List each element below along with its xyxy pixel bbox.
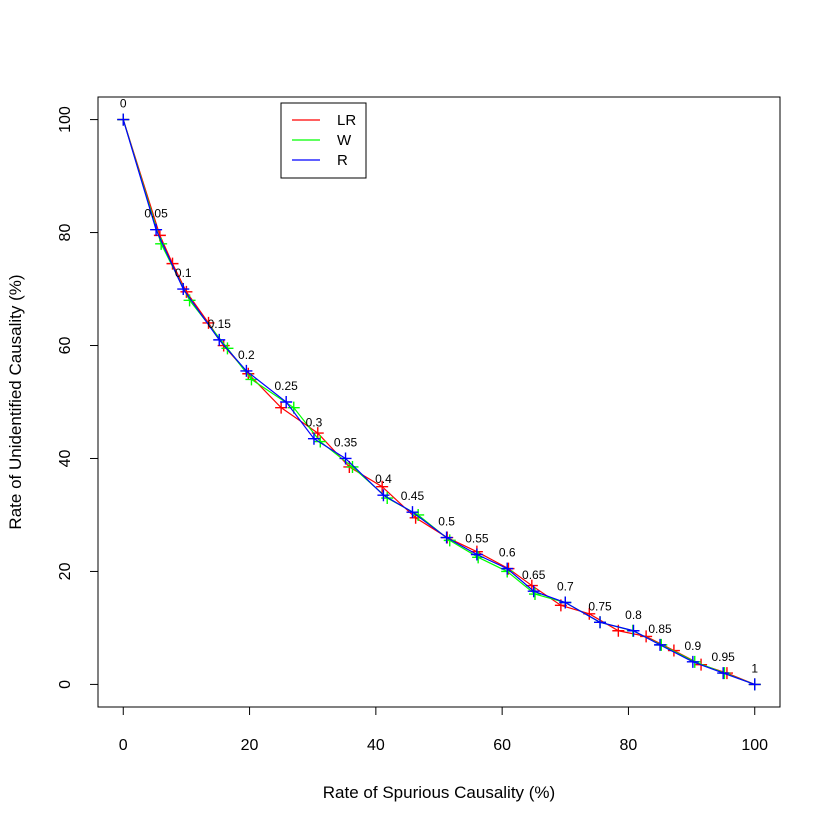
marker-lr bbox=[180, 285, 193, 298]
threshold-label: 0.35 bbox=[334, 435, 358, 449]
y-axis: 0 20 40 60 80 100 bbox=[57, 106, 99, 689]
threshold-label: 0.5 bbox=[438, 515, 455, 529]
threshold-label: 0.9 bbox=[685, 639, 702, 653]
y-tick-label: 60 bbox=[57, 337, 74, 355]
threshold-label: 0.75 bbox=[588, 599, 612, 613]
x-tick-label: 40 bbox=[367, 737, 385, 754]
marker-r bbox=[280, 396, 293, 408]
threshold-label: 0.85 bbox=[648, 622, 672, 636]
x-axis: 0 20 40 60 80 100 bbox=[119, 706, 768, 754]
marker-r bbox=[377, 489, 390, 502]
threshold-label: 0 bbox=[120, 97, 127, 111]
marker-lr bbox=[640, 630, 653, 643]
marker-r bbox=[406, 506, 419, 519]
marker-r bbox=[686, 655, 699, 668]
legend-label-lr: LR bbox=[337, 112, 356, 129]
threshold-label: 0.05 bbox=[144, 207, 168, 221]
threshold-label: 0.65 bbox=[522, 568, 546, 582]
series-line-r bbox=[122, 119, 755, 685]
threshold-label: 0.8 bbox=[625, 608, 642, 622]
y-tick-label: 80 bbox=[57, 224, 74, 242]
x-tick-label: 100 bbox=[741, 737, 768, 754]
marker-r bbox=[213, 333, 226, 346]
marker-r bbox=[177, 283, 190, 296]
marker-r bbox=[339, 452, 352, 465]
x-tick-label: 20 bbox=[241, 737, 259, 754]
threshold-labels: 0 0.05 0.1 0.15 0.2 0.25 0.3 0.35 0.4 0.45 0.5 0.55… bbox=[120, 97, 758, 676]
legend-label-r: R bbox=[337, 152, 348, 169]
marker-w bbox=[443, 534, 456, 547]
threshold-label: 0.6 bbox=[499, 546, 516, 560]
y-tick-label: 40 bbox=[57, 449, 74, 467]
marker-r bbox=[748, 678, 761, 691]
marker-lr bbox=[242, 367, 255, 380]
marker-lr bbox=[275, 401, 288, 414]
threshold-label: 0.1 bbox=[175, 266, 192, 280]
marker-w bbox=[346, 460, 359, 473]
x-tick-label: 60 bbox=[493, 737, 511, 754]
legend: LR W R bbox=[280, 102, 367, 179]
marker-r bbox=[117, 113, 130, 126]
series-line-lr bbox=[122, 119, 755, 685]
marker-r bbox=[501, 562, 514, 575]
threshold-label: 0.25 bbox=[275, 379, 299, 393]
threshold-label: 0.4 bbox=[375, 472, 392, 486]
threshold-label: 0.55 bbox=[465, 532, 489, 546]
marker-w bbox=[314, 435, 327, 448]
y-axis-title: Rate of Unidentified Causality (%) bbox=[6, 274, 25, 529]
marker-r bbox=[470, 548, 483, 561]
x-axis-title: Rate of Spurious Causality (%) bbox=[323, 783, 555, 802]
threshold-label: 1 bbox=[751, 661, 758, 675]
threshold-label: 0.15 bbox=[208, 317, 232, 331]
marker-r bbox=[559, 596, 572, 609]
marker-lr bbox=[376, 480, 389, 493]
marker-r bbox=[654, 638, 667, 651]
marker-lr bbox=[202, 316, 215, 329]
series-line-w bbox=[122, 119, 755, 685]
threshold-label: 0.7 bbox=[557, 580, 574, 594]
marker-r bbox=[594, 616, 607, 629]
marker-w bbox=[528, 588, 541, 601]
y-tick-label: 100 bbox=[57, 106, 74, 133]
marker-w bbox=[221, 342, 234, 355]
marker-r bbox=[627, 624, 640, 637]
x-tick-label: 80 bbox=[620, 737, 638, 754]
legend-label-w: W bbox=[337, 132, 352, 149]
threshold-label: 0.3 bbox=[306, 416, 323, 430]
x-tick-label: 0 bbox=[119, 737, 128, 754]
marker-r bbox=[527, 585, 540, 598]
marker-r bbox=[150, 223, 163, 236]
marker-r bbox=[307, 432, 320, 445]
series-layer bbox=[117, 113, 761, 691]
marker-r bbox=[240, 364, 253, 377]
threshold-label: 0.45 bbox=[401, 489, 425, 503]
plot-frame bbox=[97, 96, 781, 708]
marker-r bbox=[440, 531, 453, 544]
threshold-label: 0.2 bbox=[238, 348, 255, 362]
y-tick-label: 0 bbox=[57, 680, 74, 689]
marker-r bbox=[717, 667, 730, 680]
threshold-label: 0.95 bbox=[711, 650, 735, 664]
marker-w bbox=[412, 508, 425, 521]
marker-w bbox=[183, 294, 196, 307]
y-tick-label: 20 bbox=[57, 562, 74, 580]
